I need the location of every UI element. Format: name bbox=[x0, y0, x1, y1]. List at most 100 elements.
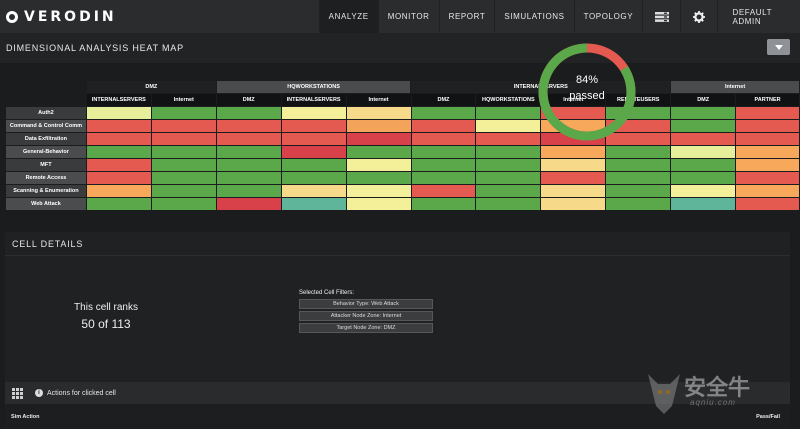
row-label[interactable]: Scanning & Enumeration bbox=[6, 185, 87, 198]
heatmap-cell[interactable] bbox=[281, 146, 347, 159]
heatmap-cell[interactable] bbox=[411, 133, 477, 146]
heatmap-cell[interactable] bbox=[86, 146, 152, 159]
row-label[interactable]: Web Attack bbox=[6, 198, 87, 211]
heatmap-cell[interactable] bbox=[86, 172, 152, 185]
gear-icon[interactable] bbox=[679, 0, 718, 33]
heatmap-cell[interactable] bbox=[151, 159, 217, 172]
heatmap-cell[interactable] bbox=[736, 159, 800, 172]
heatmap-cell[interactable] bbox=[346, 120, 412, 133]
heatmap-cell[interactable] bbox=[86, 120, 152, 133]
heatmap-cell[interactable] bbox=[411, 198, 477, 211]
heatmap-cell[interactable] bbox=[606, 172, 672, 185]
heatmap-cell[interactable] bbox=[736, 133, 800, 146]
heatmap-cell[interactable] bbox=[151, 133, 217, 146]
filter-behavior-type[interactable]: Behavior Type: Web Attack bbox=[299, 299, 433, 309]
heatmap-cell[interactable] bbox=[671, 133, 737, 146]
row-label[interactable]: Auth2 bbox=[6, 107, 87, 120]
heatmap-cell[interactable] bbox=[346, 185, 412, 198]
nav-report[interactable]: REPORT bbox=[438, 0, 495, 33]
heatmap-cell[interactable] bbox=[346, 198, 412, 211]
nav-monitor[interactable]: MONITOR bbox=[377, 0, 439, 33]
heatmap-cell[interactable] bbox=[346, 133, 412, 146]
heatmap-cell[interactable] bbox=[476, 185, 542, 198]
col-pass-fail[interactable]: Pass/Fail bbox=[756, 413, 780, 420]
panel-icon[interactable] bbox=[642, 0, 680, 33]
heatmap-cell[interactable] bbox=[346, 159, 412, 172]
heatmap-cell[interactable] bbox=[671, 107, 737, 120]
heatmap-cell[interactable] bbox=[86, 185, 152, 198]
heatmap-cell[interactable] bbox=[606, 146, 672, 159]
heatmap-cell[interactable] bbox=[541, 198, 607, 211]
row-label[interactable]: Remote Access bbox=[6, 172, 87, 185]
row-label[interactable]: Data Exfiltration bbox=[6, 133, 87, 146]
heatmap-cell[interactable] bbox=[476, 159, 542, 172]
heatmap-cell[interactable] bbox=[541, 172, 607, 185]
heatmap-cell[interactable] bbox=[411, 159, 477, 172]
heatmap-cell[interactable] bbox=[346, 107, 412, 120]
filter-attacker-zone[interactable]: Attacker Node Zone: Internet bbox=[299, 311, 433, 321]
heatmap-cell[interactable] bbox=[216, 120, 282, 133]
heatmap-cell[interactable] bbox=[281, 159, 347, 172]
heatmap-cell[interactable] bbox=[476, 146, 542, 159]
heatmap-cell[interactable] bbox=[216, 172, 282, 185]
filter-target-zone[interactable]: Target Node Zone: DMZ bbox=[299, 323, 433, 333]
heatmap-cell[interactable] bbox=[281, 185, 347, 198]
heatmap-cell[interactable] bbox=[411, 172, 477, 185]
heatmap-cell[interactable] bbox=[86, 107, 152, 120]
heatmap-cell[interactable] bbox=[736, 185, 800, 198]
heatmap-cell[interactable] bbox=[476, 172, 542, 185]
heatmap-cell[interactable] bbox=[476, 107, 542, 120]
heatmap-cell[interactable] bbox=[281, 198, 347, 211]
heatmap-cell[interactable] bbox=[216, 159, 282, 172]
heatmap-cell[interactable] bbox=[476, 133, 542, 146]
heatmap-cell[interactable] bbox=[606, 159, 672, 172]
heatmap-cell[interactable] bbox=[606, 198, 672, 211]
heatmap-cell[interactable] bbox=[541, 107, 607, 120]
heatmap-cell[interactable] bbox=[86, 133, 152, 146]
heatmap-cell[interactable] bbox=[736, 146, 800, 159]
heatmap-cell[interactable] bbox=[476, 198, 542, 211]
heatmap-cell[interactable] bbox=[281, 120, 347, 133]
heatmap-cell[interactable] bbox=[216, 146, 282, 159]
heatmap-cell[interactable] bbox=[151, 172, 217, 185]
heatmap-cell[interactable] bbox=[151, 146, 217, 159]
nav-topology[interactable]: TOPOLOGY bbox=[573, 0, 643, 33]
heatmap-cell[interactable] bbox=[346, 146, 412, 159]
heatmap-cell[interactable] bbox=[671, 172, 737, 185]
heatmap-cell[interactable] bbox=[736, 107, 800, 120]
nav-analyze[interactable]: ANALYZE bbox=[318, 0, 378, 33]
heatmap-cell[interactable] bbox=[151, 185, 217, 198]
user-menu[interactable]: DEFAULT ADMIN bbox=[717, 0, 800, 33]
heatmap-cell[interactable] bbox=[671, 185, 737, 198]
grid-icon[interactable] bbox=[9, 385, 25, 401]
heatmap-cell[interactable] bbox=[736, 198, 800, 211]
heatmap-cell[interactable] bbox=[281, 172, 347, 185]
heatmap-cell[interactable] bbox=[671, 146, 737, 159]
heatmap-cell[interactable] bbox=[736, 120, 800, 133]
row-label[interactable]: MFT bbox=[6, 159, 87, 172]
heatmap-cell[interactable] bbox=[216, 198, 282, 211]
heatmap-cell[interactable] bbox=[476, 120, 542, 133]
heatmap-cell[interactable] bbox=[541, 146, 607, 159]
heatmap-cell[interactable] bbox=[736, 172, 800, 185]
heatmap-cell[interactable] bbox=[151, 198, 217, 211]
heatmap-cell[interactable] bbox=[216, 133, 282, 146]
col-sim-action[interactable]: Sim Action bbox=[11, 413, 40, 420]
heatmap-cell[interactable] bbox=[281, 133, 347, 146]
heatmap-cell[interactable] bbox=[86, 159, 152, 172]
heatmap-cell[interactable] bbox=[151, 120, 217, 133]
nav-simulations[interactable]: SIMULATIONS bbox=[494, 0, 573, 33]
heatmap-cell[interactable] bbox=[606, 185, 672, 198]
heatmap-cell[interactable] bbox=[86, 198, 152, 211]
row-label[interactable]: General-Behavior bbox=[6, 146, 87, 159]
heatmap-cell[interactable] bbox=[671, 159, 737, 172]
heatmap-cell[interactable] bbox=[541, 159, 607, 172]
heatmap-cell[interactable] bbox=[216, 107, 282, 120]
heatmap-cell[interactable] bbox=[541, 185, 607, 198]
logo[interactable]: VERODIN bbox=[0, 0, 319, 33]
heatmap-cell[interactable] bbox=[346, 172, 412, 185]
heatmap-cell[interactable] bbox=[216, 185, 282, 198]
heatmap-cell[interactable] bbox=[411, 146, 477, 159]
heatmap-cell[interactable] bbox=[151, 107, 217, 120]
row-label[interactable]: Command & Control Comm bbox=[6, 120, 87, 133]
